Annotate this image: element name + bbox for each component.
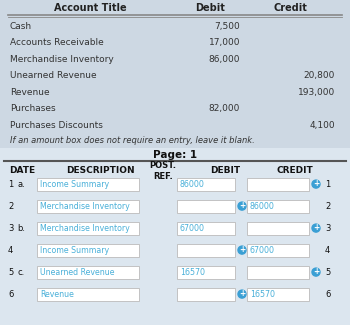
Text: b.: b. (17, 224, 25, 233)
Text: +: + (313, 179, 319, 188)
FancyBboxPatch shape (247, 244, 309, 257)
Text: Accounts Receivable: Accounts Receivable (10, 38, 104, 47)
Text: +: + (313, 267, 319, 276)
Text: 16570: 16570 (250, 290, 275, 299)
Circle shape (238, 202, 246, 210)
Text: 4,100: 4,100 (309, 121, 335, 130)
Text: 2: 2 (8, 202, 13, 211)
Text: 86,000: 86,000 (209, 55, 240, 64)
FancyBboxPatch shape (37, 288, 139, 301)
Text: 16570: 16570 (180, 267, 205, 277)
Text: 2: 2 (325, 202, 330, 211)
Text: 3: 3 (8, 224, 13, 233)
FancyBboxPatch shape (37, 244, 139, 257)
Text: Revenue: Revenue (10, 88, 50, 97)
FancyBboxPatch shape (247, 200, 309, 213)
Text: Cash: Cash (10, 22, 32, 31)
Text: Purchases Discounts: Purchases Discounts (10, 121, 103, 130)
Text: 4: 4 (8, 246, 13, 254)
Circle shape (238, 290, 246, 298)
FancyBboxPatch shape (37, 177, 139, 190)
Text: Unearned Revenue: Unearned Revenue (10, 71, 97, 80)
Text: DEBIT: DEBIT (210, 166, 240, 175)
Text: CREDIT: CREDIT (276, 166, 313, 175)
Text: 5: 5 (8, 267, 13, 277)
Circle shape (312, 180, 320, 188)
Text: +: + (239, 245, 245, 254)
Text: Income Summary: Income Summary (40, 246, 109, 254)
FancyBboxPatch shape (247, 222, 309, 235)
Text: 67000: 67000 (250, 246, 275, 254)
Text: Merchandise Inventory: Merchandise Inventory (40, 224, 130, 233)
Text: Income Summary: Income Summary (40, 180, 109, 188)
Text: 6: 6 (325, 290, 330, 299)
Text: +: + (239, 289, 245, 298)
FancyBboxPatch shape (177, 200, 235, 213)
Text: 3: 3 (325, 224, 330, 233)
Text: Credit: Credit (273, 3, 307, 13)
FancyBboxPatch shape (37, 200, 139, 213)
FancyBboxPatch shape (177, 244, 235, 257)
Text: 17,000: 17,000 (209, 38, 240, 47)
Text: 82,000: 82,000 (209, 104, 240, 113)
Text: Unearned Revenue: Unearned Revenue (40, 267, 114, 277)
Text: Account Title: Account Title (54, 3, 126, 13)
FancyBboxPatch shape (37, 222, 139, 235)
Text: 67000: 67000 (180, 224, 205, 233)
Text: Merchandise Inventory: Merchandise Inventory (10, 55, 114, 64)
Text: 20,800: 20,800 (304, 71, 335, 80)
Text: Debit: Debit (195, 3, 225, 13)
Text: If an amount box does not require an entry, leave it blank.: If an amount box does not require an ent… (10, 136, 255, 145)
Text: 1: 1 (8, 180, 13, 188)
Text: DATE: DATE (9, 166, 35, 175)
Text: 193,000: 193,000 (298, 88, 335, 97)
Text: POST.
REF.: POST. REF. (149, 162, 176, 181)
Text: Merchandise Inventory: Merchandise Inventory (40, 202, 130, 211)
FancyBboxPatch shape (177, 288, 235, 301)
Circle shape (238, 246, 246, 254)
FancyBboxPatch shape (177, 177, 235, 190)
Text: 4: 4 (325, 246, 330, 254)
Text: +: + (239, 201, 245, 210)
Circle shape (312, 268, 320, 276)
Text: Page: 1: Page: 1 (153, 150, 197, 160)
Text: Revenue: Revenue (40, 290, 74, 299)
FancyBboxPatch shape (177, 222, 235, 235)
Text: c.: c. (17, 267, 24, 277)
Text: a.: a. (17, 180, 25, 188)
FancyBboxPatch shape (247, 288, 309, 301)
Text: +: + (313, 223, 319, 232)
FancyBboxPatch shape (37, 266, 139, 279)
Text: 5: 5 (325, 267, 330, 277)
Text: 7,500: 7,500 (214, 22, 240, 31)
Text: 86000: 86000 (250, 202, 275, 211)
Text: Purchases: Purchases (10, 104, 56, 113)
Text: 86000: 86000 (180, 180, 205, 188)
Text: DESCRIPTION: DESCRIPTION (66, 166, 134, 175)
FancyBboxPatch shape (247, 266, 309, 279)
FancyBboxPatch shape (177, 266, 235, 279)
Bar (6, 2, 344, 15)
Text: 1: 1 (325, 180, 330, 188)
Text: 6: 6 (8, 290, 13, 299)
Bar (0, 148, 350, 325)
FancyBboxPatch shape (247, 177, 309, 190)
Circle shape (312, 224, 320, 232)
